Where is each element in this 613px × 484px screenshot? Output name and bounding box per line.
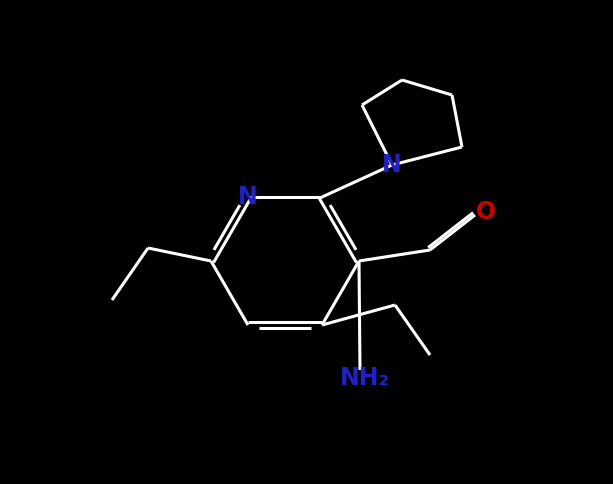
Text: N: N: [382, 153, 402, 177]
Text: O: O: [476, 200, 496, 224]
Text: N: N: [238, 185, 258, 209]
Text: NH₂: NH₂: [340, 366, 390, 390]
